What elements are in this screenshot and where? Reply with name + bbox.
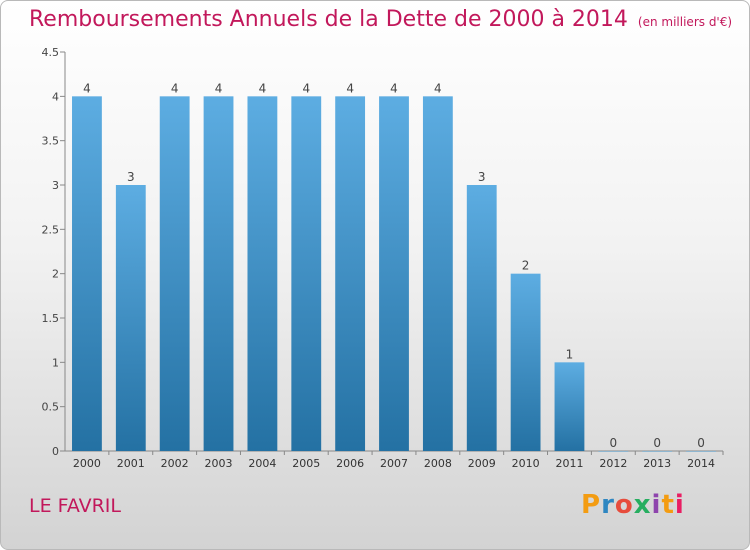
data-label-2004: 4 — [259, 81, 267, 95]
y-tick-label: 0.5 — [42, 401, 60, 414]
data-label-2011: 1 — [566, 347, 574, 361]
bar-2006 — [335, 96, 366, 451]
chart-title-text: Remboursements Annuels de la Dette de 20… — [29, 7, 628, 32]
x-tick-label-2013: 2013 — [643, 457, 671, 470]
bar-2005 — [291, 96, 322, 451]
x-tick-label-2001: 2001 — [117, 457, 145, 470]
y-tick-label: 3.5 — [42, 135, 60, 148]
x-tick-label-2011: 2011 — [555, 457, 583, 470]
x-tick-label-2002: 2002 — [161, 457, 189, 470]
x-tick-label-2003: 2003 — [205, 457, 233, 470]
y-tick-label: 0 — [52, 445, 59, 458]
bar-2004 — [247, 96, 278, 451]
bar-2010 — [510, 273, 541, 451]
bar-2013 — [642, 451, 673, 452]
bar-2000 — [72, 96, 102, 451]
data-label-2000: 4 — [83, 81, 91, 95]
x-tick-label-2000: 2000 — [73, 457, 101, 470]
x-tick-label-2004: 2004 — [248, 457, 276, 470]
place-name: LE FAVRIL — [29, 495, 121, 517]
data-label-2014: 0 — [697, 436, 705, 450]
bar-2008 — [422, 96, 453, 451]
bar-2012 — [598, 451, 629, 452]
chart-title: Remboursements Annuels de la Dette de 20… — [29, 7, 732, 32]
y-tick-label: 4 — [52, 90, 59, 103]
data-label-2003: 4 — [215, 81, 223, 95]
bar-2011 — [554, 362, 585, 451]
data-label-2005: 4 — [302, 81, 310, 95]
x-tick-label-2009: 2009 — [468, 457, 496, 470]
bar-2002 — [159, 96, 190, 451]
y-tick-label: 2 — [52, 268, 59, 281]
bar-2014 — [686, 451, 716, 452]
y-tick-label: 2.5 — [42, 223, 60, 236]
y-tick-label: 1 — [52, 356, 59, 369]
proxiti-logo: Proxiti — [581, 490, 685, 520]
bar-2009 — [466, 185, 497, 451]
bar-2001 — [115, 185, 146, 451]
bar-2007 — [379, 96, 409, 451]
x-tick-label-2014: 2014 — [687, 457, 715, 470]
y-tick-label: 1.5 — [42, 312, 60, 325]
data-label-2008: 4 — [434, 81, 442, 95]
x-tick-label-2010: 2010 — [512, 457, 540, 470]
x-tick-label-2012: 2012 — [599, 457, 627, 470]
chart-unit: (en milliers d'€) — [637, 15, 733, 29]
data-label-2013: 0 — [653, 436, 661, 450]
bar-2003 — [203, 96, 234, 451]
data-label-2007: 4 — [390, 81, 398, 95]
y-tick-label: 4.5 — [42, 46, 60, 59]
data-label-2002: 4 — [171, 81, 179, 95]
y-tick-label: 3 — [52, 179, 59, 192]
data-label-2009: 3 — [478, 170, 486, 184]
data-label-2010: 2 — [522, 259, 530, 273]
x-tick-label-2007: 2007 — [380, 457, 408, 470]
x-tick-label-2005: 2005 — [292, 457, 320, 470]
data-label-2006: 4 — [346, 81, 354, 95]
data-label-2012: 0 — [610, 436, 618, 450]
x-tick-label-2006: 2006 — [336, 457, 364, 470]
data-label-2001: 3 — [127, 170, 135, 184]
x-tick-label-2008: 2008 — [424, 457, 452, 470]
